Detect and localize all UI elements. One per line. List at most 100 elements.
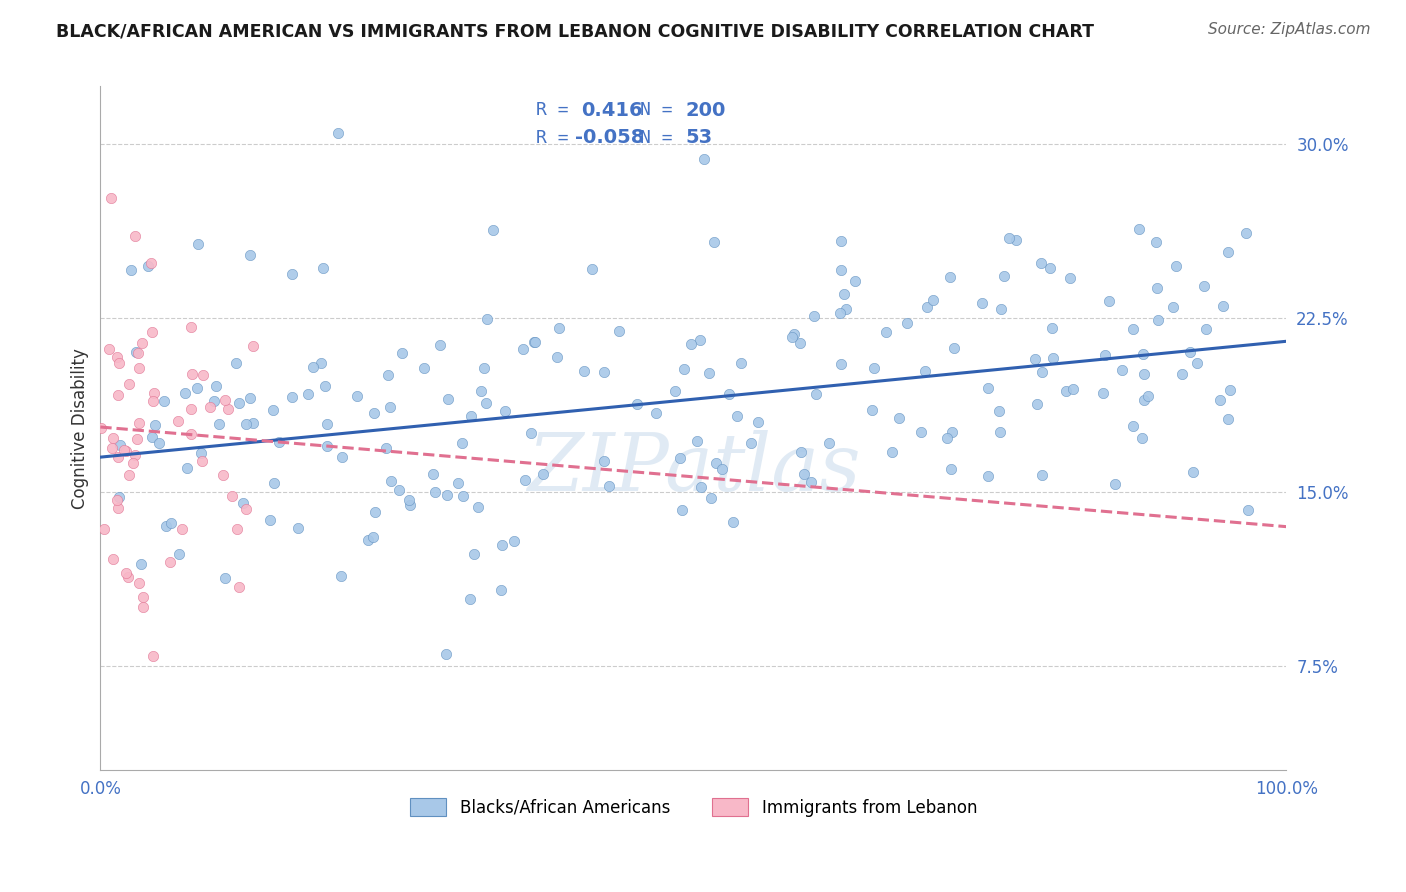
Point [187,236,209,251]
Point [101,442,124,456]
Text: -0.058: -0.058 [575,128,644,147]
Point [1094,348,1116,362]
Point [998,231,1021,245]
Point [830,358,852,372]
Point [939,462,962,476]
Point [939,270,962,285]
Point [460,409,482,423]
Point [976,469,998,483]
Point [993,268,1015,283]
Point [1212,299,1234,313]
Point [730,356,752,370]
Point [120,263,142,277]
Point [101,552,124,566]
Point [108,438,131,452]
Point [988,404,1011,418]
Text: BLACK/AFRICAN AMERICAN VS IMMIGRANTS FROM LEBANON COGNITIVE DISABILITY CORRELATI: BLACK/AFRICAN AMERICAN VS IMMIGRANTS FRO… [56,22,1094,40]
Point [470,384,492,399]
Point [664,384,686,398]
Point [503,533,526,548]
Point [679,337,702,351]
Point [425,485,447,500]
Point [1146,281,1168,295]
Point [1054,384,1077,398]
Point [107,490,129,504]
Text: 200: 200 [685,101,725,120]
Point [128,416,150,430]
Point [172,522,194,536]
Point [413,361,436,376]
Point [180,368,202,382]
Point [1182,465,1205,479]
Point [783,327,806,342]
Point [225,522,247,536]
Point [377,368,399,383]
Point [115,566,138,580]
Point [105,350,128,364]
Point [489,582,512,597]
Point [1216,244,1239,259]
Point [896,317,918,331]
Text: N =: N = [640,128,672,146]
Point [863,361,886,376]
Point [391,346,413,360]
Point [301,359,323,374]
Point [1059,270,1081,285]
Point [315,417,337,431]
Point [491,538,513,552]
Point [830,234,852,248]
Point [132,600,155,615]
Point [263,475,285,490]
Point [232,496,254,510]
Point [941,425,963,440]
Point [131,557,153,571]
Text: N =: N = [640,102,672,120]
Point [159,555,181,569]
Point [1133,392,1156,407]
Point [607,324,630,338]
Point [380,474,402,488]
Point [740,436,762,450]
Point [703,235,725,249]
Point [1111,363,1133,377]
Text: Source: ZipAtlas.com: Source: ZipAtlas.com [1208,22,1371,37]
Point [835,302,858,317]
Point [280,267,302,281]
Point [190,445,212,459]
Point [259,512,281,526]
Point [202,393,225,408]
Point [880,445,903,459]
Point [943,341,966,355]
Point [118,376,141,391]
Point [936,431,959,445]
Text: 53: 53 [685,128,713,147]
Point [574,364,596,378]
Point [225,356,247,370]
Point [581,262,603,277]
Point [482,223,505,237]
Point [127,345,149,359]
Point [115,443,138,458]
Point [312,261,335,276]
Point [800,475,823,489]
Point [118,467,141,482]
Point [205,378,228,392]
Point [1098,293,1121,308]
Point [98,342,121,356]
Point [830,262,852,277]
Point [1216,412,1239,426]
Point [155,519,177,533]
Point [686,434,709,449]
Point [747,415,769,429]
Point [108,356,131,370]
Point [160,516,183,531]
Point [180,427,202,442]
Point [311,356,333,370]
Point [357,533,380,547]
Point [626,396,648,410]
Point [1104,477,1126,491]
Point [990,301,1012,316]
Point [434,647,457,661]
Point [1164,259,1187,273]
Point [710,462,733,476]
